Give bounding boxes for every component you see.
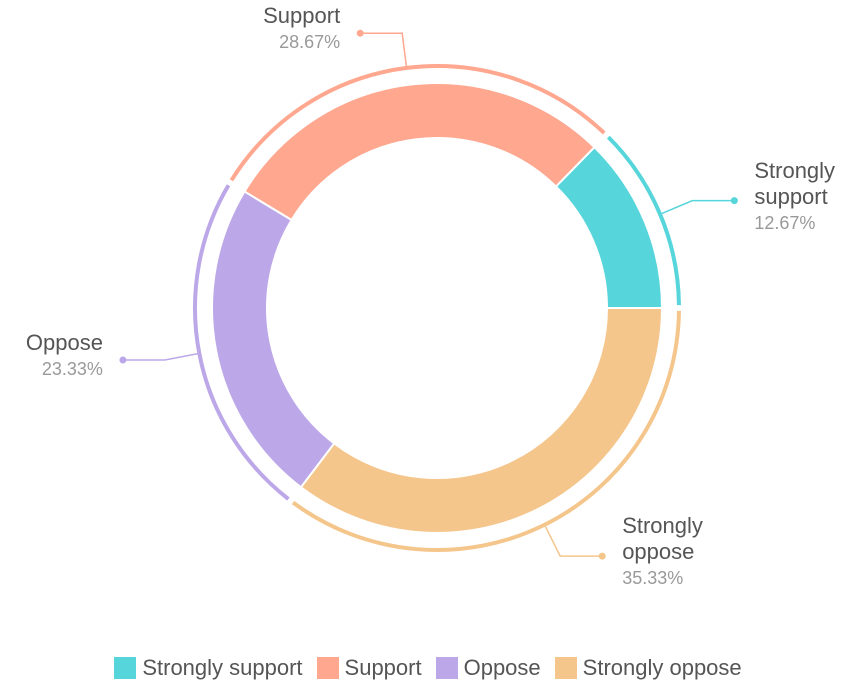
legend-swatch [316, 657, 339, 679]
legend-label: Strongly oppose [582, 655, 742, 680]
leader-dot [598, 552, 606, 560]
legend: Strongly support Support Oppose Strongly op… [0, 655, 856, 681]
label-value: 12.67% [754, 212, 816, 233]
outer-ring [606, 135, 681, 306]
outer-ring [193, 184, 290, 501]
legend-swatch [435, 657, 458, 679]
label-name: Oppose [25, 329, 103, 355]
legend-swatch [554, 657, 577, 679]
legend-label: Support [344, 655, 422, 680]
data-label: Strongly support 12.67% [754, 158, 856, 236]
label-name: Support [263, 3, 341, 29]
leader-dot [730, 197, 738, 205]
legend-label: Strongly support [142, 655, 303, 680]
leader-line [122, 353, 198, 361]
legend-label: Oppose [463, 655, 541, 680]
label-value: 28.67% [279, 32, 341, 53]
data-label: Oppose 23.33% [0, 330, 103, 382]
outer-ring [291, 310, 681, 552]
donut-segment [243, 82, 596, 222]
leader-line [661, 199, 735, 215]
leader-line [360, 32, 408, 67]
leader-dot [119, 356, 127, 364]
donut-segment [211, 190, 336, 489]
label-name: Strongly support [754, 157, 836, 209]
donut-segment [299, 307, 664, 534]
data-label: Strongly oppose 35.33% [622, 513, 762, 591]
legend-swatch [114, 657, 137, 679]
legend-item: Support [316, 655, 422, 681]
label-value: 35.33% [622, 568, 684, 589]
legend-item: Oppose [435, 655, 541, 681]
leader-line [544, 526, 603, 557]
legend-item: Strongly support [114, 655, 303, 681]
label-value: 23.33% [41, 358, 103, 379]
data-label: Support 28.67% [200, 3, 340, 55]
label-name: Strongly oppose [622, 513, 703, 565]
leader-dot [356, 29, 364, 37]
legend-item: Strongly oppose [554, 655, 742, 681]
outer-ring [229, 64, 606, 182]
